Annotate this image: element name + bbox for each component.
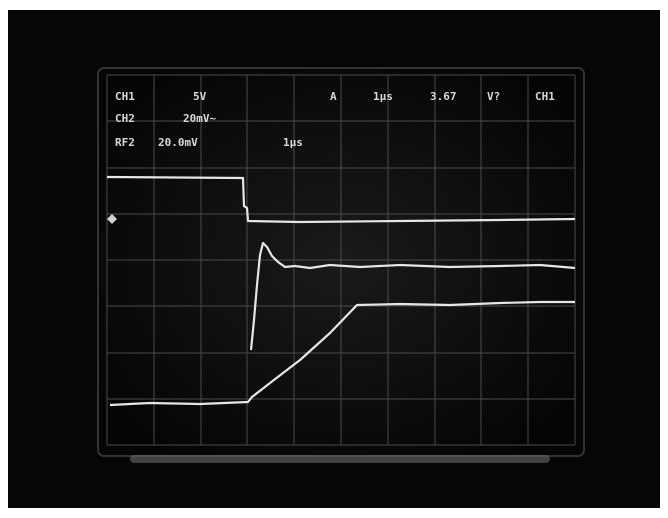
readout-text: 1µs bbox=[283, 136, 303, 149]
readout-text: 5V bbox=[193, 90, 207, 103]
bezel-reflection bbox=[130, 455, 550, 463]
readout-text: CH1 bbox=[115, 90, 135, 103]
readout-text: 3.67 bbox=[430, 90, 457, 103]
readout-text: 20mV~ bbox=[183, 112, 216, 125]
readout-text: RF2 bbox=[115, 136, 135, 149]
readout-text: V? bbox=[487, 90, 500, 103]
readout-text: 20.0mV bbox=[158, 136, 198, 149]
readout-text: 1µs bbox=[373, 90, 393, 103]
readout-text: CH1 bbox=[535, 90, 555, 103]
oscilloscope-photo: CH1 5V A 1µs 3.67 V? CH1 CH2 20mV~ RF2 20.0mV 1µs bbox=[0, 0, 668, 518]
readout-text: A bbox=[330, 90, 337, 103]
readout-text: CH2 bbox=[115, 112, 135, 125]
